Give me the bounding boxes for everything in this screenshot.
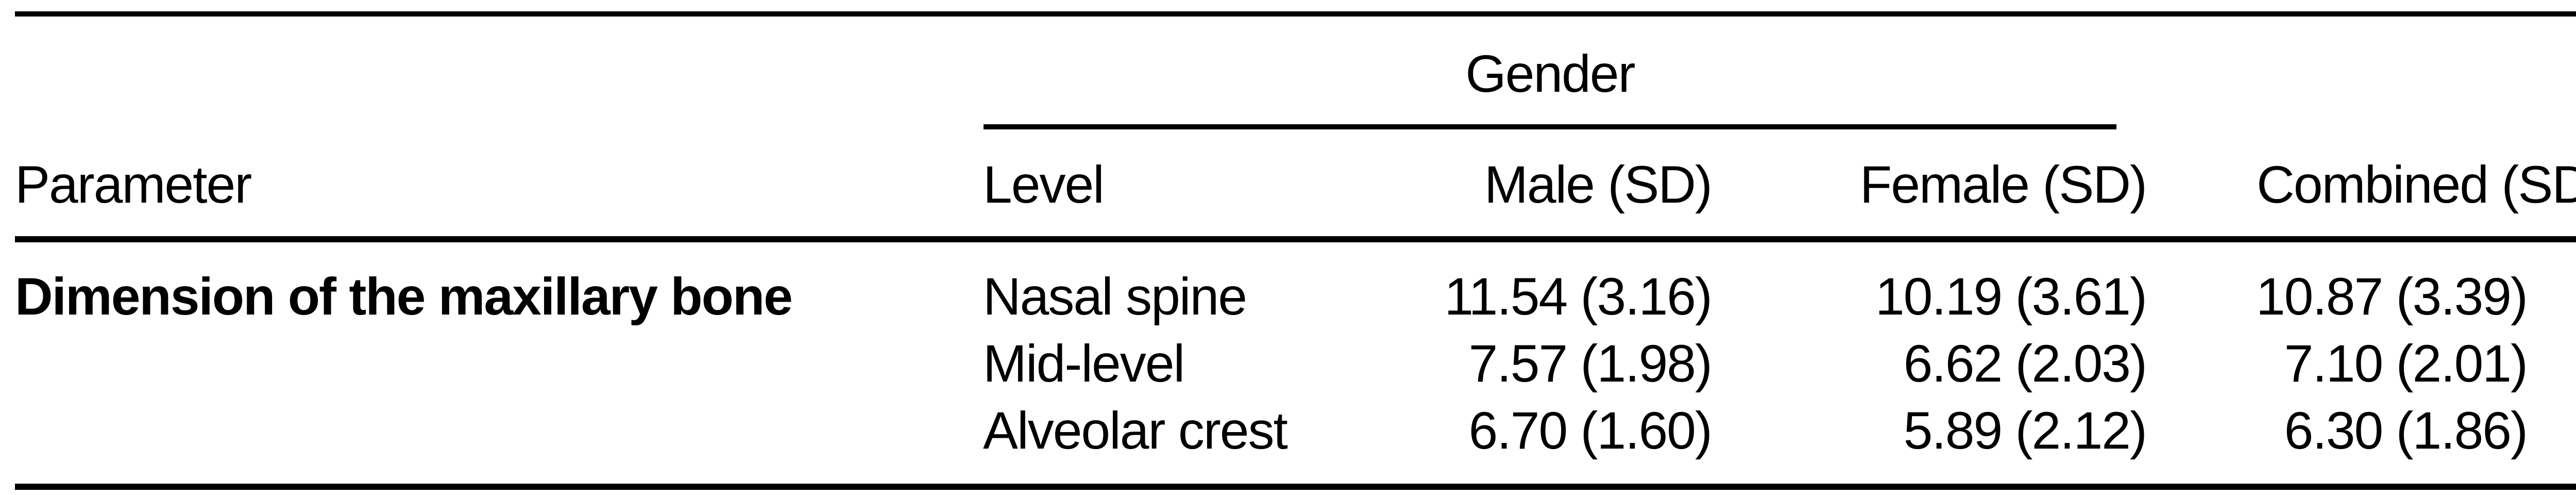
cell-combined-alveolar-crest: 6.30 (1.86) bbox=[2284, 401, 2528, 460]
cell-level-nasal-spine: Nasal spine bbox=[983, 267, 1247, 326]
cell-level-mid-level: Mid-level bbox=[983, 334, 1185, 393]
cell-female-mid-level: 6.62 (2.03) bbox=[1903, 334, 2147, 393]
column-header-combined-sd: Combined (SD) bbox=[2257, 155, 2576, 214]
cell-female-nasal-spine: 10.19 (3.61) bbox=[1875, 267, 2147, 326]
cell-male-mid-level: 7.57 (1.98) bbox=[1468, 334, 1713, 393]
cell-combined-mid-level: 7.10 (2.01) bbox=[2284, 334, 2528, 393]
column-header-male-sd: Male (SD) bbox=[1484, 155, 1713, 214]
cell-male-alveolar-crest: 6.70 (1.60) bbox=[1468, 401, 1713, 460]
column-header-female-sd: Female (SD) bbox=[1859, 155, 2147, 214]
cell-male-nasal-spine: 11.54 (3.16) bbox=[1444, 267, 1713, 326]
row-parameter-label: Dimension of the maxillary bone bbox=[15, 267, 793, 326]
cell-level-alveolar-crest: Alveolar crest bbox=[983, 401, 1288, 460]
gender-spanner-rule bbox=[984, 124, 2116, 129]
cell-female-alveolar-crest: 5.89 (2.12) bbox=[1903, 401, 2147, 460]
table-bottom-rule bbox=[15, 484, 2576, 490]
table-top-rule bbox=[15, 11, 2576, 16]
column-header-level: Level bbox=[983, 155, 1105, 214]
cell-combined-nasal-spine: 10.87 (3.39) bbox=[2256, 267, 2528, 326]
gender-spanner-label: Gender bbox=[1465, 44, 1635, 103]
column-header-parameter: Parameter bbox=[15, 155, 252, 214]
header-bottom-rule bbox=[15, 236, 2576, 242]
